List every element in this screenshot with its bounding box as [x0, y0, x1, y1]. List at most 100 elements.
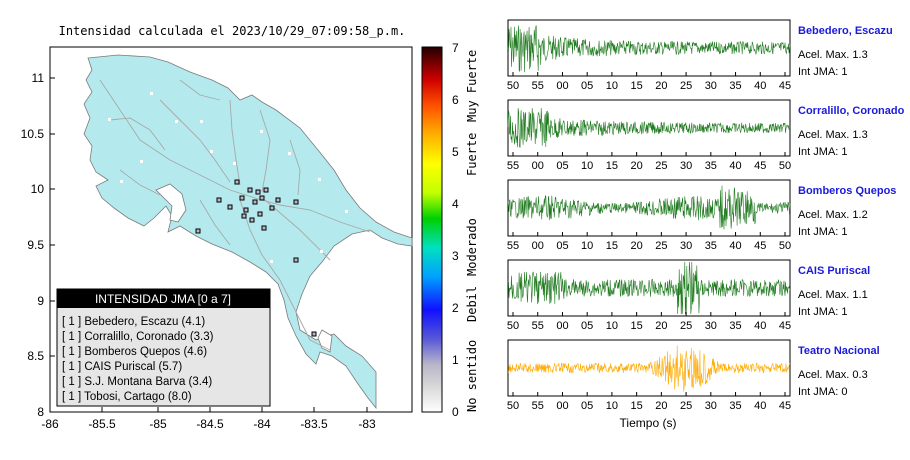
colorbar-category: Fuerte [465, 133, 479, 176]
station-name-link[interactable]: Bebedero, Escazu [798, 25, 893, 37]
trace-tick-label: 35 [729, 80, 741, 92]
trace-tick-label: 35 [705, 240, 717, 252]
costa-rica-landmass [83, 54, 413, 410]
map-x-axis: -86 -85.5 -85 -84.5 -84 -83.5 -83 [41, 407, 376, 431]
trace-tick-label: 40 [754, 320, 766, 332]
station-marker [249, 217, 255, 223]
colorbar-category: Debil [465, 286, 479, 322]
waveform [507, 345, 791, 392]
station-name-link[interactable]: Bomberos Quepos [798, 185, 896, 197]
station-marker [252, 199, 258, 205]
station-marker [275, 197, 281, 203]
seismogram-panels: 50 55 00 05 10 15 20 25 30 35 40 45 Bebedero, Escazu… [507, 19, 905, 412]
trace-tick-label: 15 [606, 160, 618, 172]
trace-tick-label: 10 [606, 80, 618, 92]
legend-item: [ 1 ] CAIS Puriscal (5.7) [62, 361, 182, 373]
nicoya-gulf [155, 183, 187, 223]
lat-tick-label: 8 [37, 405, 44, 419]
station-name-link[interactable]: Corralillo, Coronado [798, 105, 905, 117]
trace-tick-label: 25 [680, 320, 692, 332]
trace-tick-label: 35 [729, 320, 741, 332]
trace-tick-label: 50 [507, 400, 519, 412]
trace-tick-label: 20 [655, 80, 667, 92]
trace-tick-label: 20 [655, 320, 667, 332]
colorbar-tick-label: 6 [452, 93, 459, 107]
jma-intensity: Int JMA: 0 [798, 386, 848, 398]
trace-tick-label: 30 [705, 320, 717, 332]
jma-intensity: Int JMA: 1 [798, 306, 848, 318]
station-marker [234, 179, 240, 185]
legend-box [56, 288, 271, 407]
colorbar-gradient [421, 46, 443, 413]
station-marker [293, 257, 299, 263]
legend-item: [ 1 ] Bomberos Quepos (4.6) [62, 346, 207, 358]
trace-tick-label: 00 [532, 240, 544, 252]
trace-panel[interactable]: 55 00 05 10 15 20 25 30 35 40 45 50 Bomberos Quepos A… [507, 179, 897, 252]
station-markers[interactable] [195, 179, 317, 337]
trace-tick-label: 30 [680, 160, 692, 172]
trace-tick-label: 00 [532, 160, 544, 172]
trace-panel[interactable]: 55 00 05 10 15 20 25 30 35 40 45 50 Corralillo, Coro… [507, 99, 905, 172]
lon-tick-label: -84 [253, 417, 271, 431]
trace-tick-label: 40 [754, 80, 766, 92]
station-marker [257, 211, 263, 217]
station-marker [255, 189, 261, 195]
trace-tick-label: 55 [507, 160, 519, 172]
station-name-link[interactable]: CAIS Puriscal [798, 265, 870, 277]
colorbar-tick-label: 7 [452, 41, 459, 55]
station-marker [247, 187, 253, 193]
trace-panel[interactable]: 50 55 00 05 10 15 20 25 30 35 40 45 Bebedero, Escazu… [507, 19, 893, 92]
station-marker [227, 204, 233, 210]
waveform [507, 25, 791, 73]
trace-tick-label: 20 [655, 400, 667, 412]
station-marker [269, 205, 275, 211]
trace-tick-label: 10 [581, 240, 593, 252]
map-land [83, 54, 413, 410]
lat-tick-label: 11 [32, 71, 45, 85]
colorbar-tick-label: 2 [452, 301, 459, 315]
station-marker [241, 213, 247, 219]
trace-tick-label: 45 [779, 320, 791, 332]
trace-tick-label: 15 [631, 320, 643, 332]
golfo-dulce [317, 329, 333, 353]
intensity-legend: INTENSIDAD JMA [0 a 7] [ 1 ] Bebedero, E… [56, 288, 271, 407]
trace-tick-label: 30 [705, 400, 717, 412]
trace-panel[interactable]: 50 55 00 05 10 15 20 25 30 35 40 45 Teatro Nacional A… [507, 339, 880, 412]
trace-tick-label: 15 [606, 240, 618, 252]
legend-header [57, 289, 270, 308]
trace-tick-label: 40 [754, 400, 766, 412]
station-marker [243, 207, 249, 213]
colorbar-tick-label: 1 [452, 353, 459, 367]
lat-tick-label: 10.5 [21, 127, 45, 141]
trace-tick-label: 35 [729, 400, 741, 412]
trace-tick-label: 25 [680, 80, 692, 92]
lat-tick-label: 9 [37, 294, 44, 308]
trace-tick-label: 30 [680, 240, 692, 252]
trace-panel[interactable]: 50 55 00 05 10 15 20 25 30 35 40 45 CAIS Puriscal Ace… [507, 259, 870, 332]
trace-tick-label: 55 [532, 400, 544, 412]
lon-tick-label: -86 [41, 417, 59, 431]
station-marker [216, 197, 222, 203]
trace-tick-label: 25 [680, 400, 692, 412]
trace-tick-label: 25 [655, 240, 667, 252]
legend-title: INTENSIDAD JMA [0 a 7] [95, 292, 231, 306]
colorbar-tick-label: 5 [452, 145, 459, 159]
station-marker [239, 195, 245, 201]
trace-tick-label: 05 [556, 160, 568, 172]
trace-tick-label: 40 [729, 240, 741, 252]
trace-tick-label: 35 [705, 160, 717, 172]
station-name-link[interactable]: Teatro Nacional [798, 345, 880, 357]
trace-tick-label: 10 [606, 320, 618, 332]
colorbar-category: No sentido [465, 340, 479, 412]
colorbar-tick-label: 4 [452, 197, 459, 211]
station-marker [311, 331, 317, 337]
jma-intensity: Int JMA: 1 [798, 66, 848, 78]
town-markers [108, 92, 348, 333]
waveform [507, 185, 791, 230]
lon-tick-label: -83 [358, 417, 376, 431]
jma-intensity: Int JMA: 1 [798, 226, 848, 238]
station-marker [293, 199, 299, 205]
waveform [507, 108, 791, 148]
trace-tick-label: 00 [556, 400, 568, 412]
